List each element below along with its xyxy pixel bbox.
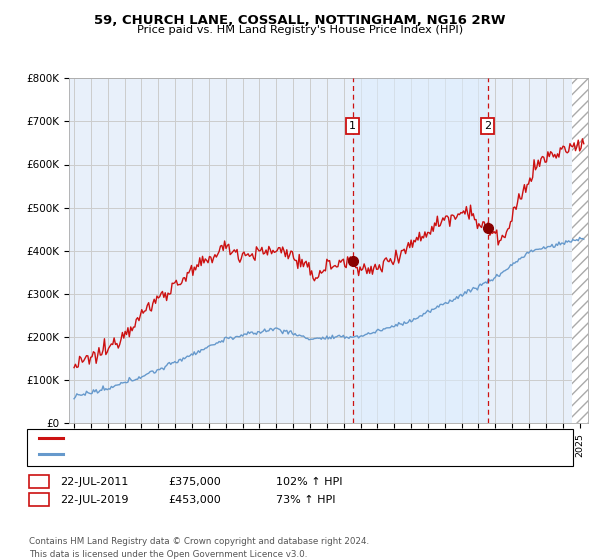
Text: 102% ↑ HPI: 102% ↑ HPI bbox=[276, 477, 343, 487]
Text: Contains HM Land Registry data © Crown copyright and database right 2024.
This d: Contains HM Land Registry data © Crown c… bbox=[29, 538, 369, 559]
Text: 2: 2 bbox=[35, 494, 42, 505]
Text: 73% ↑ HPI: 73% ↑ HPI bbox=[276, 494, 335, 505]
Text: £375,000: £375,000 bbox=[168, 477, 221, 487]
Text: Price paid vs. HM Land Registry's House Price Index (HPI): Price paid vs. HM Land Registry's House … bbox=[137, 25, 463, 35]
Text: 1: 1 bbox=[349, 121, 356, 130]
Text: 1: 1 bbox=[35, 477, 42, 487]
Text: 59, CHURCH LANE, COSSALL, NOTTINGHAM, NG16 2RW: 59, CHURCH LANE, COSSALL, NOTTINGHAM, NG… bbox=[94, 14, 506, 27]
Text: HPI: Average price, detached house, Broxtowe: HPI: Average price, detached house, Brox… bbox=[69, 449, 311, 459]
Bar bbox=[353, 78, 488, 423]
Text: 22-JUL-2019: 22-JUL-2019 bbox=[60, 494, 128, 505]
Text: 59, CHURCH LANE, COSSALL, NOTTINGHAM, NG16 2RW (detached house): 59, CHURCH LANE, COSSALL, NOTTINGHAM, NG… bbox=[69, 433, 454, 443]
Bar bbox=[572, 78, 588, 423]
Text: £453,000: £453,000 bbox=[168, 494, 221, 505]
Text: 22-JUL-2011: 22-JUL-2011 bbox=[60, 477, 128, 487]
Text: 2: 2 bbox=[484, 121, 491, 130]
